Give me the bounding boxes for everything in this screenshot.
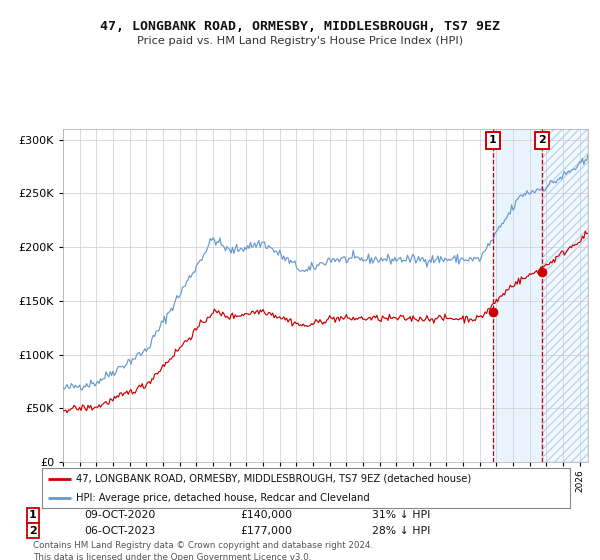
Text: 09-OCT-2020: 09-OCT-2020 bbox=[84, 510, 155, 520]
Text: £140,000: £140,000 bbox=[240, 510, 292, 520]
Text: 31% ↓ HPI: 31% ↓ HPI bbox=[372, 510, 430, 520]
Text: 2: 2 bbox=[29, 526, 37, 536]
Text: 06-OCT-2023: 06-OCT-2023 bbox=[84, 526, 155, 536]
Bar bbox=[542, 129, 588, 462]
Text: 1: 1 bbox=[29, 510, 37, 520]
Text: HPI: Average price, detached house, Redcar and Cleveland: HPI: Average price, detached house, Redc… bbox=[76, 493, 370, 503]
Text: 28% ↓ HPI: 28% ↓ HPI bbox=[372, 526, 430, 536]
Text: 47, LONGBANK ROAD, ORMESBY, MIDDLESBROUGH, TS7 9EZ: 47, LONGBANK ROAD, ORMESBY, MIDDLESBROUG… bbox=[100, 20, 500, 32]
Text: Contains HM Land Registry data © Crown copyright and database right 2024.
This d: Contains HM Land Registry data © Crown c… bbox=[33, 541, 373, 560]
Text: 1: 1 bbox=[489, 136, 497, 146]
Text: Price paid vs. HM Land Registry's House Price Index (HPI): Price paid vs. HM Land Registry's House … bbox=[137, 36, 463, 46]
Text: 47, LONGBANK ROAD, ORMESBY, MIDDLESBROUGH, TS7 9EZ (detached house): 47, LONGBANK ROAD, ORMESBY, MIDDLESBROUG… bbox=[76, 474, 472, 484]
Bar bbox=[542, 129, 588, 462]
Text: £177,000: £177,000 bbox=[240, 526, 292, 536]
Text: 2: 2 bbox=[538, 136, 546, 146]
Bar bbox=[493, 129, 542, 462]
